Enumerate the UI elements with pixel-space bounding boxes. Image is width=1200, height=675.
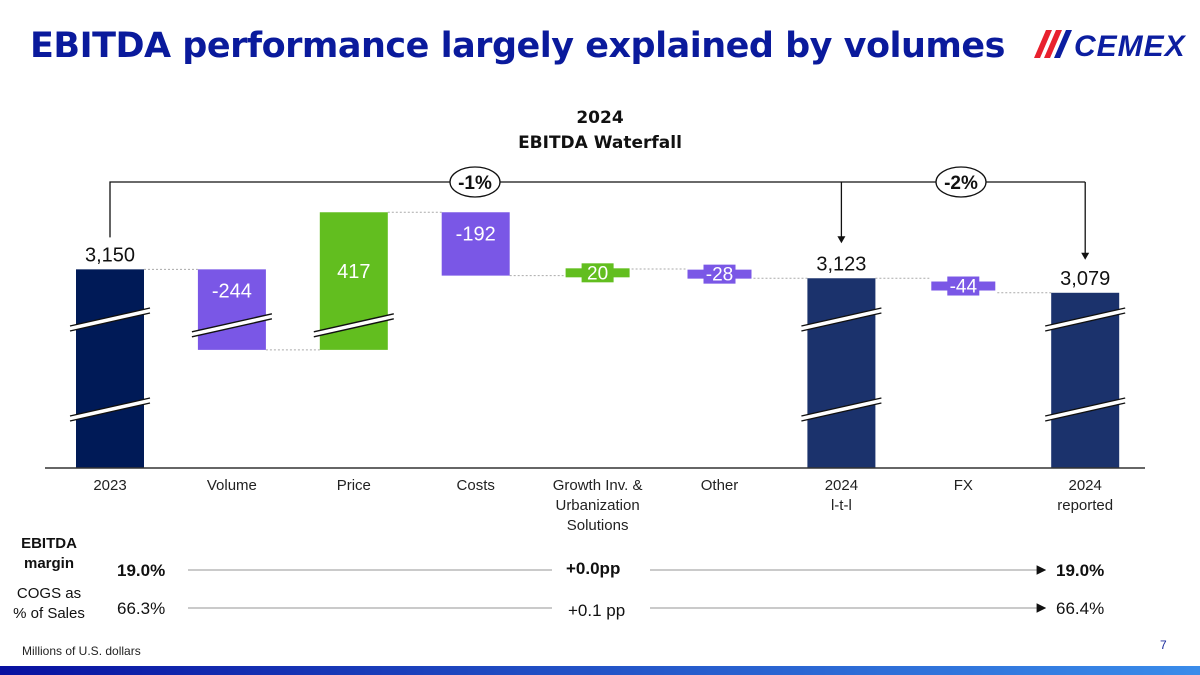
x-tick-label-line: Price [336,477,371,494]
axis-break-line [69,312,151,332]
bar-value-label: -244 [212,280,252,302]
x-tick-label: Volume [167,476,297,496]
bar-value-label: 3,079 [1060,268,1110,290]
x-tick-label: Other [655,476,785,496]
axis-break-gap [1045,308,1126,331]
x-tick-label-line: Urbanization [555,497,640,514]
axis-break-gap [1045,398,1126,421]
page-title: EBITDA performance largely explained by … [30,26,1005,66]
cogs-start: 66.3% [117,599,166,618]
cogs-label-line1: COGS as [16,585,82,602]
x-tick-label-line: Costs [456,477,495,494]
bracket-arrowhead-2 [1081,252,1090,260]
bar-label-box-4 [581,263,614,283]
x-tick-label: Costs [411,476,541,496]
ebitda-margin-change: +0.0pp [566,559,621,578]
x-tick-label: FX [898,476,1028,496]
chart-title-year: 2024 [576,108,624,128]
x-tick-label: Growth Inv. & Urbanization Solutions [533,476,663,536]
x-tick-label-line: Growth Inv. & [552,477,643,494]
x-tick-label: 2024 l-t-l [776,476,906,516]
cogs-label-line2: % of Sales [13,605,85,622]
axis-break-gap [70,308,150,331]
units-footnote: Millions of U.S. dollars [22,644,141,658]
ebitda-margin-end: 19.0% [1056,561,1105,580]
x-tick-label-line: Volume [206,477,257,494]
axis-break-gap [191,313,272,337]
ebitda-margin-label: EBITDA margin [14,534,84,574]
bracket-arrowhead-1 [837,236,846,244]
bar-label-box-5 [703,264,736,284]
x-tick-label: Price [289,476,419,496]
bar-value-label: 417 [337,261,370,283]
ebitda-margin-label-line2: margin [23,555,74,572]
axis-break-line [1045,402,1126,422]
bracket-label-1: -1% [458,173,492,194]
axis-break-line [1045,397,1126,417]
x-tick-label-line: Other [700,477,739,494]
ebitda-margin-label-line1: EBITDA [21,535,77,552]
bar-6 [807,278,876,468]
cogs-end: 66.4% [1056,599,1105,618]
x-tick-label-line: l-t-l [830,497,852,514]
logo-stripe-blue [1044,30,1062,58]
axis-break-line [801,397,882,417]
bottom-gradient-bar [0,666,1200,675]
axis-break-line [1045,312,1126,332]
logo-stripe-red [1034,30,1052,58]
axis-break-line [801,307,882,327]
axis-break-gap [801,308,882,331]
bar-0 [76,269,144,468]
bracket-label-2: -2% [944,173,978,194]
bar-1 [197,269,266,350]
bracket-oval-2 [935,166,987,198]
x-tick-label-line: FX [953,477,973,494]
axis-break-line [69,397,151,417]
bracket-line [109,181,1086,238]
bracket-oval-1 [449,166,501,198]
cogs-change: +0.1 pp [568,601,626,620]
axis-break-line [191,313,273,333]
x-tick-label-line: Solutions [566,517,629,534]
axis-break-line [313,313,394,333]
cogs-label: COGS as % of Sales [6,584,92,624]
x-tick-label-line: 2024 [1068,477,1102,494]
bar-3 [441,212,510,276]
axis-break-line [69,307,151,327]
axis-break-line [313,318,394,338]
cemex-logo: CEMEX [1034,30,1187,60]
axis-break-line [69,402,151,422]
logo-text: CEMEX [1074,30,1187,60]
axis-break-gap [313,313,394,337]
x-tick-label-line: 2024 [824,477,859,494]
x-tick-label: 2023 [45,476,175,496]
axis-break-line [801,402,882,422]
bar-value-label: -28 [706,265,733,286]
x-tick-label-line: reported [1057,497,1114,514]
x-tick-label: 2024 reported [1020,476,1150,516]
chart-title-name: EBITDA Waterfall [518,133,682,153]
page-number: 7 [1160,638,1167,652]
bar-label-box-7 [947,276,980,296]
logo-stripe-navy [1054,30,1072,58]
bar-value-label: 20 [587,263,608,284]
bar-value-label: 3,150 [85,244,135,266]
ebitda-margin-start: 19.0% [117,561,166,580]
x-tick-label-line: 2023 [93,477,127,494]
axis-break-gap [70,398,150,421]
axis-break-gap [801,398,882,421]
bar-value-label: 3,123 [816,253,866,275]
axis-break-line [1045,307,1126,327]
bar-value-label: -44 [950,277,978,298]
bar-value-label: -192 [456,223,496,245]
axis-break-line [191,318,273,338]
axis-break-line [801,312,882,332]
